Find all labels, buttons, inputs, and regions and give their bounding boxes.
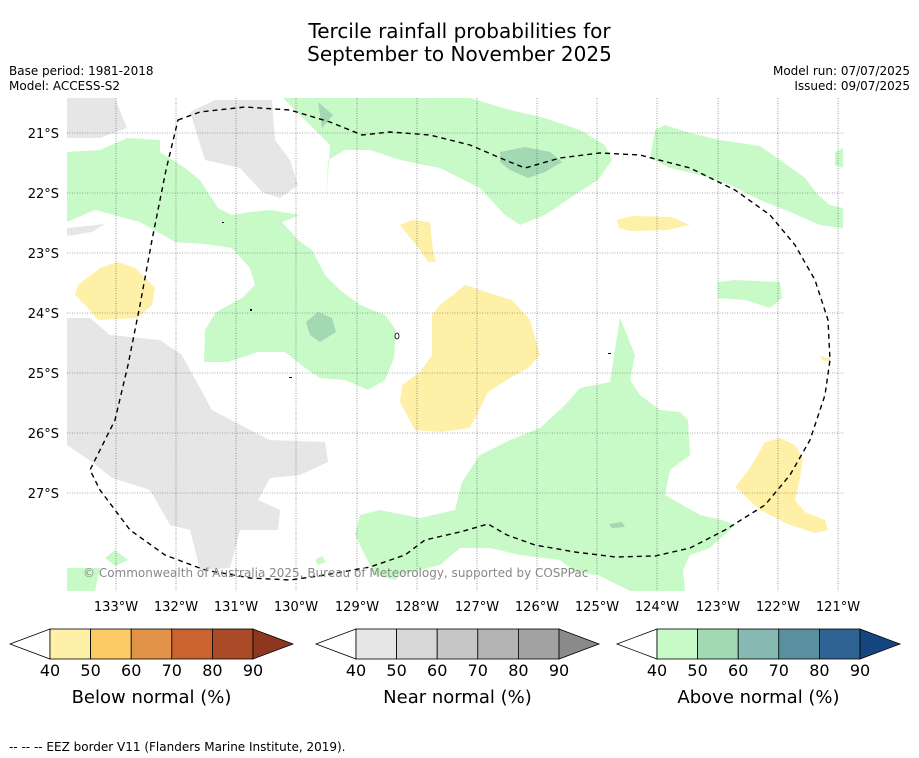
latitude-label: 22°S — [28, 187, 59, 202]
below-normal-regions — [75, 216, 830, 533]
longitude-label: 121°W — [816, 600, 860, 615]
colorbar-swatch — [171, 628, 213, 660]
colorbar-swatch — [355, 628, 397, 660]
colorbar-tick: 90 — [549, 661, 569, 680]
colorbar-tick: 80 — [508, 661, 528, 680]
near-normal-regions — [67, 98, 328, 570]
colorbar-tick: 80 — [202, 661, 222, 680]
colorbar-swatch — [211, 628, 254, 660]
colorbar-swatch — [778, 628, 820, 660]
longitude-label: 132°W — [154, 600, 198, 615]
longitude-label: 128°W — [395, 600, 439, 615]
colorbar-swatch — [477, 628, 519, 660]
colorbar-swatch — [518, 628, 560, 660]
colorbar-low-arrow — [8, 628, 51, 660]
longitude-label: 124°W — [635, 600, 679, 615]
longitude-label: 126°W — [515, 600, 559, 615]
map-area: © Commonwealth of Australia 2025, Bureau… — [67, 98, 843, 591]
colorbar-label: Below normal (%) — [72, 687, 232, 708]
colorbar-tick: 50 — [386, 661, 406, 680]
colorbar-low-arrow — [314, 628, 357, 660]
colorbar-tick: 50 — [687, 661, 707, 680]
issued-date: Issued: 09/07/2025 — [794, 79, 910, 93]
colorbar-tick: 90 — [850, 661, 870, 680]
map-title-line2: September to November 2025 — [307, 42, 612, 66]
colorbar-swatch — [737, 628, 780, 660]
map-title-line1: Tercile rainfall probabilities for — [308, 19, 611, 43]
colorbar-3: 40 50 60 70 80 90 Above normal (%) — [615, 628, 902, 708]
model-run: Model run: 07/07/2025 — [772, 64, 910, 78]
longitude-label: 123°W — [696, 600, 740, 615]
colorbar-tick: 70 — [162, 661, 182, 680]
colorbar-swatch — [49, 628, 91, 660]
colorbar-tick: 60 — [427, 661, 447, 680]
colorbar-tick: 60 — [121, 661, 141, 680]
colorbar-swatch — [436, 628, 479, 660]
latitude-label: 21°S — [28, 127, 59, 142]
above-normal-high-regions — [306, 102, 625, 528]
longitude-label: 122°W — [756, 600, 800, 615]
model-name: Model: ACCESS-S2 — [9, 79, 121, 93]
colorbar-high-arrow — [558, 628, 601, 660]
colorbar-high-arrow — [252, 628, 295, 660]
graticule — [67, 98, 843, 591]
copyright-text: © Commonwealth of Australia 2025, Bureau… — [83, 566, 588, 580]
colorbar-label: Near normal (%) — [383, 687, 532, 708]
latitude-label: 27°S — [28, 487, 59, 502]
colorbar-label: Above normal (%) — [677, 687, 839, 708]
above-normal-regions — [67, 98, 843, 591]
colorbar-swatch — [819, 628, 861, 660]
colorbar-tick: 40 — [346, 661, 366, 680]
longitude-label: 127°W — [455, 600, 499, 615]
map-specks — [222, 222, 611, 378]
longitude-label: 125°W — [575, 600, 619, 615]
longitude-label: 131°W — [214, 600, 258, 615]
colorbar-2: 40 50 60 70 80 90 Near normal (%) — [314, 628, 601, 708]
colorbar-swatch — [90, 628, 132, 660]
longitude-label: 133°W — [94, 600, 138, 615]
colorbar-tick: 70 — [769, 661, 789, 680]
colorbar-tick: 90 — [243, 661, 263, 680]
colorbars: 40 50 60 70 80 90 Below normal (%) 40 50 60 70 80 90… — [8, 628, 902, 708]
colorbar-swatch — [656, 628, 698, 660]
colorbar-high-arrow — [859, 628, 902, 660]
colorbar-tick: 60 — [728, 661, 748, 680]
latitude-label: 25°S — [28, 367, 59, 382]
eez-footnote: -- -- -- EEZ border V11 (Flanders Marine… — [9, 740, 346, 754]
colorbar-tick: 70 — [468, 661, 488, 680]
longitude-label: 129°W — [335, 600, 379, 615]
colorbar-tick: 40 — [40, 661, 60, 680]
colorbar-swatch — [697, 628, 739, 660]
longitude-labels: 133°W 132°W 131°W 130°W 129°W 128°W 127°W 126°W… — [94, 600, 860, 615]
latitude-label: 26°S — [28, 427, 59, 442]
colorbar-tick: 80 — [809, 661, 829, 680]
colorbar-tick: 50 — [80, 661, 100, 680]
colorbar-low-arrow — [615, 628, 658, 660]
colorbar-swatch — [130, 628, 173, 660]
longitude-label: 130°W — [274, 600, 318, 615]
latitude-label: 24°S — [28, 307, 59, 322]
latitude-labels: 21°S 22°S 23°S 24°S 25°S 26°S 27°S — [28, 127, 59, 502]
colorbar-1: 40 50 60 70 80 90 Below normal (%) — [8, 628, 295, 708]
colorbar-swatch — [396, 628, 438, 660]
latitude-label: 23°S — [28, 247, 59, 262]
eez-border — [89, 106, 831, 581]
colorbar-tick: 40 — [647, 661, 667, 680]
base-period: Base period: 1981-2018 — [9, 64, 154, 78]
